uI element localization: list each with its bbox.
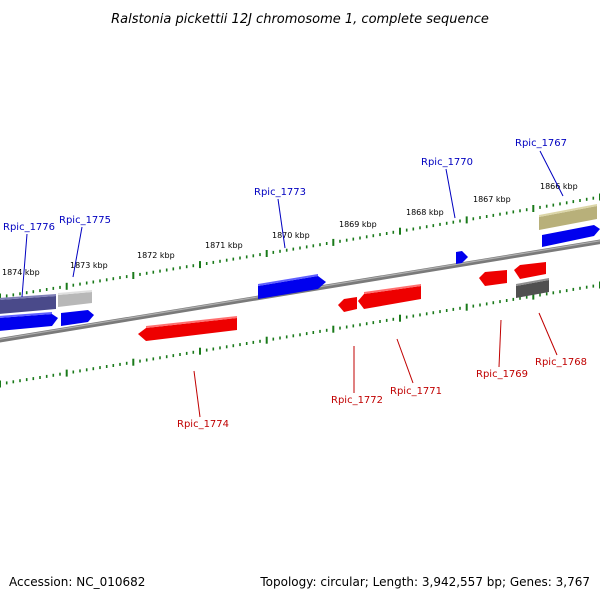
gene-rpic-1767-top xyxy=(539,204,597,217)
label-rpic-1770[interactable]: Rpic_1770 xyxy=(421,157,473,168)
label-leaders xyxy=(21,150,564,418)
gene-rpic-1776[interactable] xyxy=(0,296,56,314)
leader-rpic-1775 xyxy=(72,226,83,278)
reverse-scale-ticks xyxy=(0,281,600,388)
forward-strand-genes xyxy=(0,204,600,331)
genome-info-text: Topology: circular; Length: 3,942,557 bp… xyxy=(259,575,590,589)
gene-rpic-1771-top xyxy=(364,284,421,294)
leader-rpic-1767 xyxy=(539,150,564,197)
gene-rpic-1769[interactable] xyxy=(479,270,507,286)
gene-rpic-1774[interactable] xyxy=(138,318,237,341)
gene-rpic-1771[interactable] xyxy=(358,286,421,309)
gene-labels: Rpic_1776 Rpic_1775 Rpic_1773 Rpic_1770 … xyxy=(3,138,587,430)
leader-rpic-1776 xyxy=(21,233,28,298)
gene-rpic-1775-blue[interactable] xyxy=(61,310,94,326)
gene-forward-right[interactable] xyxy=(542,225,600,247)
scale-label-1868: 1868 kbp xyxy=(406,208,444,217)
label-rpic-1776[interactable]: Rpic_1776 xyxy=(3,222,55,233)
gene-rpic-1770[interactable] xyxy=(456,251,468,264)
accession-text: Accession: NC_010682 xyxy=(9,575,145,589)
map-title: Ralstonia pickettii 12J chromosome 1, co… xyxy=(111,12,489,27)
forward-scale-ticks xyxy=(0,193,600,301)
leader-rpic-1771 xyxy=(396,338,414,384)
label-rpic-1768[interactable]: Rpic_1768 xyxy=(535,357,587,368)
leader-rpic-1769 xyxy=(498,319,502,368)
gene-rpic-1773[interactable] xyxy=(258,276,326,299)
label-rpic-1773[interactable]: Rpic_1773 xyxy=(254,187,306,198)
label-rpic-1771[interactable]: Rpic_1771 xyxy=(390,386,442,397)
leader-rpic-1773 xyxy=(277,198,286,249)
label-rpic-1769[interactable]: Rpic_1769 xyxy=(476,369,528,380)
label-rpic-1774[interactable]: Rpic_1774 xyxy=(177,419,229,430)
scale-label-1874: 1874 kbp xyxy=(2,268,40,277)
gene-rpic-1768-top xyxy=(516,278,549,286)
gene-forward-left-top xyxy=(0,312,52,318)
scale-label-1873: 1873 kbp xyxy=(70,261,108,270)
scale-label-1871: 1871 kbp xyxy=(205,241,243,250)
gene-rpic-1772[interactable] xyxy=(338,297,357,312)
scale-labels: 1874 kbp 1873 kbp 1872 kbp 1871 kbp 1870… xyxy=(2,182,578,277)
gene-rpic-1773-top xyxy=(258,274,318,286)
scale-label-1867: 1867 kbp xyxy=(473,195,511,204)
scale-label-1870: 1870 kbp xyxy=(272,231,310,240)
gene-rpic-1767[interactable] xyxy=(539,206,597,230)
label-rpic-1767[interactable]: Rpic_1767 xyxy=(515,138,567,149)
gene-forward-left[interactable] xyxy=(0,314,58,331)
reverse-strand-genes xyxy=(138,262,549,341)
gene-rpic-1774-top xyxy=(146,316,237,328)
scale-label-1866: 1866 kbp xyxy=(540,182,578,191)
label-rpic-1772[interactable]: Rpic_1772 xyxy=(331,395,383,406)
gene-reverse-right[interactable] xyxy=(514,262,546,279)
scale-label-1869: 1869 kbp xyxy=(339,220,377,229)
gene-rpic-1775-top xyxy=(58,290,92,295)
leader-rpic-1770 xyxy=(445,168,456,219)
gene-rpic-1776-top xyxy=(0,294,56,300)
leader-rpic-1768 xyxy=(538,312,558,356)
leader-rpic-1774 xyxy=(193,370,201,418)
label-rpic-1775[interactable]: Rpic_1775 xyxy=(59,215,111,226)
gene-rpic-1775[interactable] xyxy=(58,292,92,307)
scale-label-1872: 1872 kbp xyxy=(137,251,175,260)
